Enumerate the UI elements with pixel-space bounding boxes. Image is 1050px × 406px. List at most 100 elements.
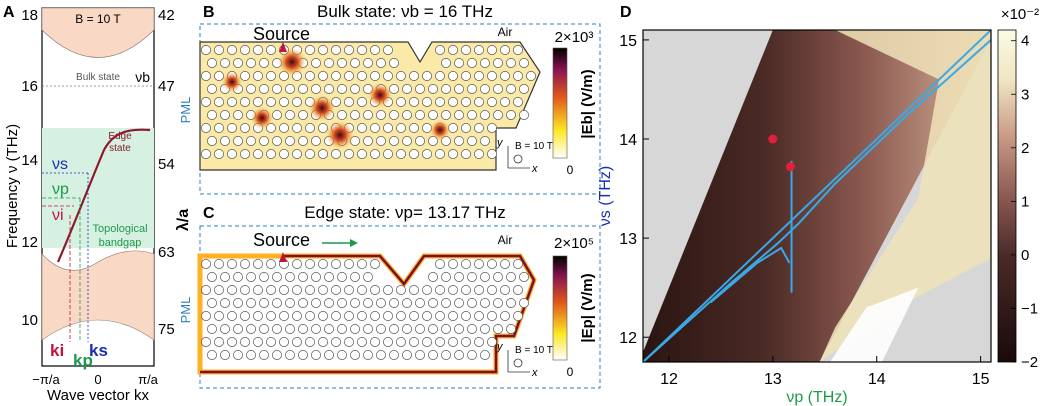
nu-s-label: νs (52, 156, 68, 173)
lattice-hole (344, 311, 354, 321)
hotspot (326, 121, 354, 149)
lattice-hole (337, 58, 347, 68)
heatmap-white-zone (829, 287, 919, 362)
panel-b-cb-min: 0 (567, 163, 574, 177)
lattice-hole (409, 149, 419, 159)
lattice-hole (357, 97, 367, 107)
field-label: B = 10 T (75, 12, 121, 26)
lattice-hole (318, 123, 328, 133)
triad-x-label: x (531, 163, 538, 175)
right-tick: 42 (158, 7, 175, 24)
lattice-hole (383, 149, 393, 159)
lattice-hole (233, 58, 243, 68)
heatmap-area (643, 30, 991, 362)
panel-b-cb-label: |Eb| (V/m) (579, 69, 596, 138)
lattice-hole (487, 149, 497, 159)
lattice-hole (428, 298, 438, 308)
lattice-hole (396, 285, 406, 295)
lattice-hole (207, 324, 217, 334)
left-tick: 14 (21, 152, 38, 169)
lattice-hole (428, 350, 438, 360)
lattice-hole (357, 149, 367, 159)
hotspot (368, 83, 392, 107)
lattice-hole (467, 298, 477, 308)
lattice-hole (487, 259, 497, 269)
lattice-hole (220, 272, 230, 282)
lattice-hole (324, 350, 334, 360)
lattice-hole (318, 285, 328, 295)
lattice-hole (305, 337, 315, 347)
colorbar-tick-label: 1 (1021, 193, 1029, 210)
lattice-hole (201, 285, 211, 295)
lattice-hole (305, 123, 315, 133)
lattice-hole (318, 71, 328, 81)
lattice-hole (292, 337, 302, 347)
lattice-hole (415, 136, 425, 146)
lattice-hole (259, 324, 269, 334)
lattice-hole (227, 311, 237, 321)
lattice-hole (370, 337, 380, 347)
lattice-hole (246, 298, 256, 308)
lattice-hole (506, 324, 516, 334)
lattice-hole (324, 324, 334, 334)
lattice-hole (493, 324, 503, 334)
lattice-hole (266, 97, 276, 107)
lattice-hole (253, 45, 263, 55)
lattice-hole (474, 311, 484, 321)
panel-d: D 12 13 14 15 12 13 14 15 νp (THz) νs (THz) 4 3 2… (597, 4, 1039, 406)
lattice-hole (526, 71, 536, 81)
lattice-hole (357, 311, 367, 321)
nu-i-label: νi (52, 207, 64, 224)
lattice-hole (376, 350, 386, 360)
lattice-hole (344, 285, 354, 295)
lattice-hole (357, 45, 367, 55)
panel-c-cb-min: 0 (567, 365, 574, 379)
colorbar-tick-label: −1 (1021, 300, 1038, 317)
lattice-hole (344, 45, 354, 55)
lattice-hole (435, 259, 445, 269)
triad-y-label: y (496, 137, 504, 149)
panel-d-frame (642, 29, 992, 363)
lattice-hole (259, 298, 269, 308)
lattice-hole (298, 324, 308, 334)
lattice-hole (376, 58, 386, 68)
topo-label-2: bandgap (99, 237, 142, 249)
lattice-hole (513, 259, 523, 269)
lattice-hole (363, 272, 373, 282)
left-tick: 10 (21, 312, 38, 329)
lattice-hole (201, 311, 211, 321)
panel-d-letter: D (620, 4, 632, 21)
lattice-hole (383, 123, 393, 133)
lattice-hole (415, 324, 425, 334)
right-tick: 75 (158, 321, 175, 338)
edge-lattice-holes (201, 259, 529, 360)
lattice-hole (363, 58, 373, 68)
lattice-hole (454, 84, 464, 94)
lattice-hole (441, 84, 451, 94)
propagation-arrow-head (350, 239, 358, 247)
lattice-hole (220, 350, 230, 360)
lattice-hole (207, 298, 217, 308)
lattice-hole (266, 45, 276, 55)
lattice-hole (454, 136, 464, 146)
lattice-hole (246, 58, 256, 68)
lattice-hole (435, 337, 445, 347)
lattice-hole (506, 272, 516, 282)
lattice-hole (441, 324, 451, 334)
lattice-hole (467, 136, 477, 146)
lattice-hole (454, 58, 464, 68)
panel-c-cb-max: 2×10⁵ (554, 235, 594, 252)
lattice-hole (441, 350, 451, 360)
lattice-hole (331, 149, 341, 159)
lattice-hole (337, 110, 347, 120)
lattice-hole (500, 45, 510, 55)
curve-lower_branch (709, 246, 791, 304)
lattice-hole (214, 123, 224, 133)
lattice-hole (519, 84, 529, 94)
lattice-hole (376, 136, 386, 146)
lattice-hole (448, 149, 458, 159)
lattice-hole (201, 337, 211, 347)
lattice-hole (331, 337, 341, 347)
lattice-hole (493, 58, 503, 68)
